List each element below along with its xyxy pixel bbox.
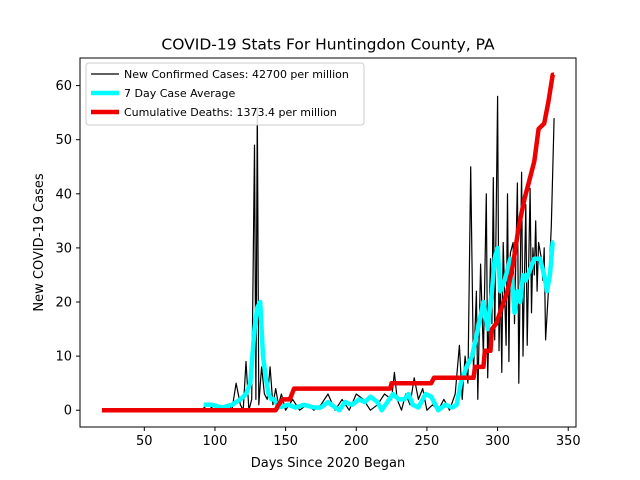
- x-tick-label: 50: [136, 434, 153, 449]
- legend-label-new-cases: New Confirmed Cases: 42700 per million: [124, 68, 349, 81]
- x-axis: 50 100 150 200 250 300 350: [136, 427, 581, 449]
- y-tick-label: 0: [64, 404, 72, 419]
- y-tick-label: 20: [55, 296, 72, 311]
- x-tick-label: 350: [556, 434, 581, 449]
- plot-area: 50 100 150 200 250 300 350 0 10 20 30 40 50 60: [55, 57, 581, 449]
- y-tick-label: 60: [55, 79, 72, 94]
- legend-box: [85, 62, 365, 126]
- x-tick-label: 150: [273, 434, 298, 449]
- y-axis-label: New COVID-19 Cases: [32, 173, 47, 311]
- x-tick-label: 100: [203, 434, 228, 449]
- plot-frame: [79, 57, 577, 428]
- x-tick-label: 250: [415, 434, 440, 449]
- chart-title: COVID-19 Stats For Huntingdon County, PA: [161, 36, 495, 54]
- legend-label-7day-average: 7 Day Case Average: [124, 87, 236, 100]
- legend: New Confirmed Cases: 42700 per million 7…: [85, 62, 365, 126]
- series-cumulative-deaths-line: [101, 72, 555, 413]
- y-tick-label: 50: [55, 133, 72, 148]
- x-tick-label: 200: [344, 434, 369, 449]
- x-axis-label: Days Since 2020 Began: [251, 456, 406, 471]
- y-tick-label: 40: [55, 187, 72, 202]
- y-axis: 0 10 20 30 40 50 60: [55, 79, 80, 419]
- series-7day-average-line: [203, 240, 555, 413]
- y-tick-label: 30: [55, 241, 72, 256]
- series-layer: [101, 72, 555, 413]
- x-tick-label: 300: [485, 434, 510, 449]
- legend-label-cumulative-deaths: Cumulative Deaths: 1373.4 per million: [124, 106, 337, 119]
- y-tick-label: 10: [55, 350, 72, 365]
